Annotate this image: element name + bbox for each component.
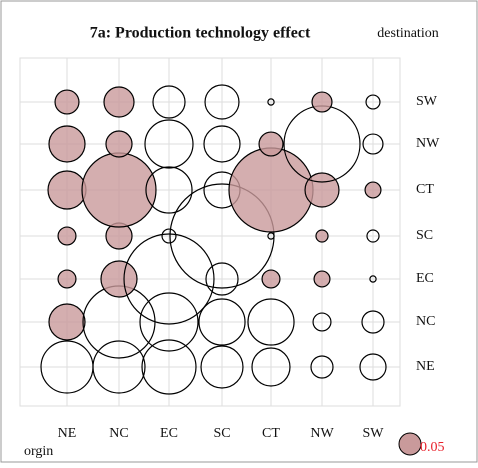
bubble — [57, 226, 77, 246]
bubble — [92, 340, 146, 394]
bubble — [315, 229, 329, 243]
bubble — [139, 292, 199, 352]
bubble — [47, 170, 87, 210]
bubble — [247, 298, 295, 346]
x-tick-label: NW — [310, 426, 334, 441]
x-axis-title: orgin — [24, 444, 53, 459]
y-tick-label: EC — [416, 271, 434, 286]
bubble — [204, 84, 240, 120]
plot-area — [19, 57, 401, 407]
bubble — [144, 119, 194, 169]
bubble — [369, 275, 377, 283]
y-tick-label: NC — [416, 314, 435, 329]
bubble — [362, 133, 384, 155]
bubble — [103, 86, 135, 118]
x-tick-label: EC — [160, 426, 178, 441]
legend-bubble — [398, 432, 422, 456]
bubble — [251, 347, 291, 387]
bubble — [141, 339, 197, 395]
bubble — [267, 98, 275, 106]
bubble — [267, 232, 275, 240]
bubble — [48, 303, 86, 341]
bubble — [361, 310, 385, 334]
x-tick-label: NE — [58, 426, 77, 441]
bubble — [311, 91, 333, 113]
bubble — [203, 125, 241, 163]
bubble — [258, 131, 284, 157]
bubble — [313, 270, 331, 288]
bubble — [312, 312, 332, 332]
bubble — [152, 85, 186, 119]
y-tick-label: NW — [416, 136, 440, 151]
x-tick-label: SW — [363, 426, 385, 441]
chart-title: 7a: Production technology effect — [90, 25, 311, 42]
bubble — [48, 125, 86, 163]
bubble — [161, 228, 177, 244]
x-tick-label: CT — [262, 426, 280, 441]
bubble — [145, 166, 193, 214]
bubble — [365, 94, 381, 110]
bubble — [54, 89, 80, 115]
y-tick-label: NE — [416, 359, 435, 374]
bubble — [205, 262, 239, 296]
bubble — [228, 147, 314, 233]
y-tick-label: CT — [416, 182, 434, 197]
bubble — [261, 269, 281, 289]
bubble — [359, 353, 387, 381]
bubble — [105, 130, 133, 158]
y-axis-title: destination — [377, 26, 438, 41]
bubble — [57, 269, 77, 289]
y-tick-label: SC — [416, 228, 433, 243]
bubble — [366, 229, 380, 243]
y-tick-label: SW — [416, 94, 438, 109]
bubble — [200, 345, 244, 389]
legend-label: 0.05 — [420, 440, 445, 455]
bubble — [81, 152, 157, 228]
x-tick-label: NC — [109, 426, 128, 441]
bubble — [100, 260, 138, 298]
bubble — [304, 172, 340, 208]
bubble — [123, 233, 215, 325]
bubble — [364, 181, 382, 199]
bubble — [310, 355, 334, 379]
bubble — [198, 298, 246, 346]
x-tick-label: SC — [213, 426, 230, 441]
